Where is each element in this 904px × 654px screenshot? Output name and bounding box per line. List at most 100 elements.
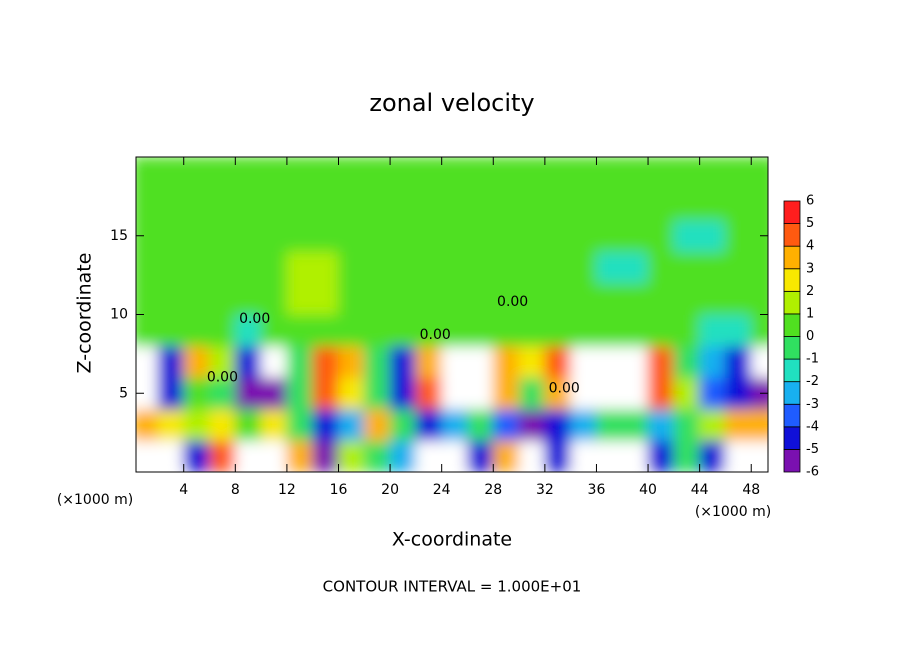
cell <box>183 314 211 347</box>
cell <box>621 440 649 472</box>
cell <box>750 314 768 347</box>
colorbar-label: 6 <box>806 194 814 209</box>
cell <box>647 314 675 347</box>
cell <box>544 408 572 441</box>
cell <box>647 219 675 252</box>
cell <box>157 219 185 252</box>
cell <box>260 345 288 378</box>
plot-frame <box>135 156 769 473</box>
colorbar-label: -3 <box>806 397 819 412</box>
footer: CONTOUR INTERVAL = 1.000E+01 <box>323 578 582 596</box>
cell <box>750 440 768 472</box>
cell <box>415 219 443 252</box>
x-axis-label: X-coordinate <box>392 529 512 551</box>
cell <box>136 314 159 347</box>
x-tick-label: 36 <box>588 482 606 498</box>
cell <box>234 345 262 378</box>
cell <box>415 314 443 347</box>
cell <box>183 345 211 378</box>
cell <box>466 251 494 284</box>
cell <box>595 377 623 410</box>
cell <box>260 219 288 252</box>
cell <box>209 345 236 378</box>
cell <box>286 377 314 410</box>
cell <box>724 314 752 347</box>
x-tick-label: 28 <box>484 482 502 498</box>
colorbar-label: -5 <box>806 442 819 457</box>
cell <box>286 188 314 221</box>
cell <box>157 377 185 410</box>
cell <box>673 188 701 221</box>
cell <box>363 314 391 347</box>
cell <box>260 251 288 284</box>
cell <box>157 345 185 378</box>
cell <box>570 440 597 472</box>
cell <box>286 314 314 347</box>
cell <box>183 157 211 189</box>
cell <box>312 188 339 221</box>
cell <box>699 157 726 189</box>
cell <box>441 440 468 472</box>
y-axis-label: Z-coordinate <box>74 253 96 374</box>
cell <box>544 188 572 221</box>
cell <box>136 408 159 441</box>
cell <box>337 408 365 441</box>
cell <box>724 440 752 472</box>
cell <box>157 157 185 189</box>
cell <box>337 219 365 252</box>
cell <box>518 314 546 347</box>
cell <box>750 345 768 378</box>
colorbar-label: 3 <box>806 261 814 276</box>
cell <box>570 157 597 189</box>
cell <box>136 282 159 315</box>
cell <box>157 440 185 472</box>
cell <box>724 157 752 189</box>
cell <box>337 282 365 315</box>
cell <box>363 251 391 284</box>
cell <box>595 188 623 221</box>
cell <box>699 219 726 252</box>
cell <box>570 377 597 410</box>
cell <box>673 345 701 378</box>
cell <box>441 251 468 284</box>
cell <box>363 440 391 472</box>
x-tick-label: 48 <box>742 482 760 498</box>
cell <box>595 440 623 472</box>
cell <box>209 314 236 347</box>
cell <box>570 282 597 315</box>
cell <box>337 188 365 221</box>
cell <box>209 251 236 284</box>
cell <box>209 408 236 441</box>
cell <box>389 282 417 315</box>
colorbar-box <box>783 336 801 360</box>
contour-label: 0.00 <box>549 381 580 397</box>
cell <box>621 219 649 252</box>
cell <box>621 377 649 410</box>
cell <box>312 251 339 284</box>
cell <box>337 314 365 347</box>
cell <box>234 377 262 410</box>
cell <box>389 219 417 252</box>
cell <box>136 219 159 252</box>
cell <box>441 408 468 441</box>
cell <box>570 188 597 221</box>
cell <box>415 440 443 472</box>
cell <box>209 377 236 410</box>
cell <box>570 251 597 284</box>
cell <box>621 314 649 347</box>
cell <box>750 282 768 315</box>
cell <box>544 157 572 189</box>
colorbar-box <box>783 381 801 405</box>
overlay: 0.000.000.000.000.004 8 12 16 20 24 28 32 36 40 44… <box>110 157 819 498</box>
cell <box>699 345 726 378</box>
cell <box>466 188 494 221</box>
cell <box>286 345 314 378</box>
cell <box>441 157 468 189</box>
cell <box>750 219 768 252</box>
cell <box>570 408 597 441</box>
cell <box>286 440 314 472</box>
cell <box>363 345 391 378</box>
cell <box>389 188 417 221</box>
colorbar-label: 4 <box>806 239 814 254</box>
x-tick-label: 12 <box>278 482 296 498</box>
